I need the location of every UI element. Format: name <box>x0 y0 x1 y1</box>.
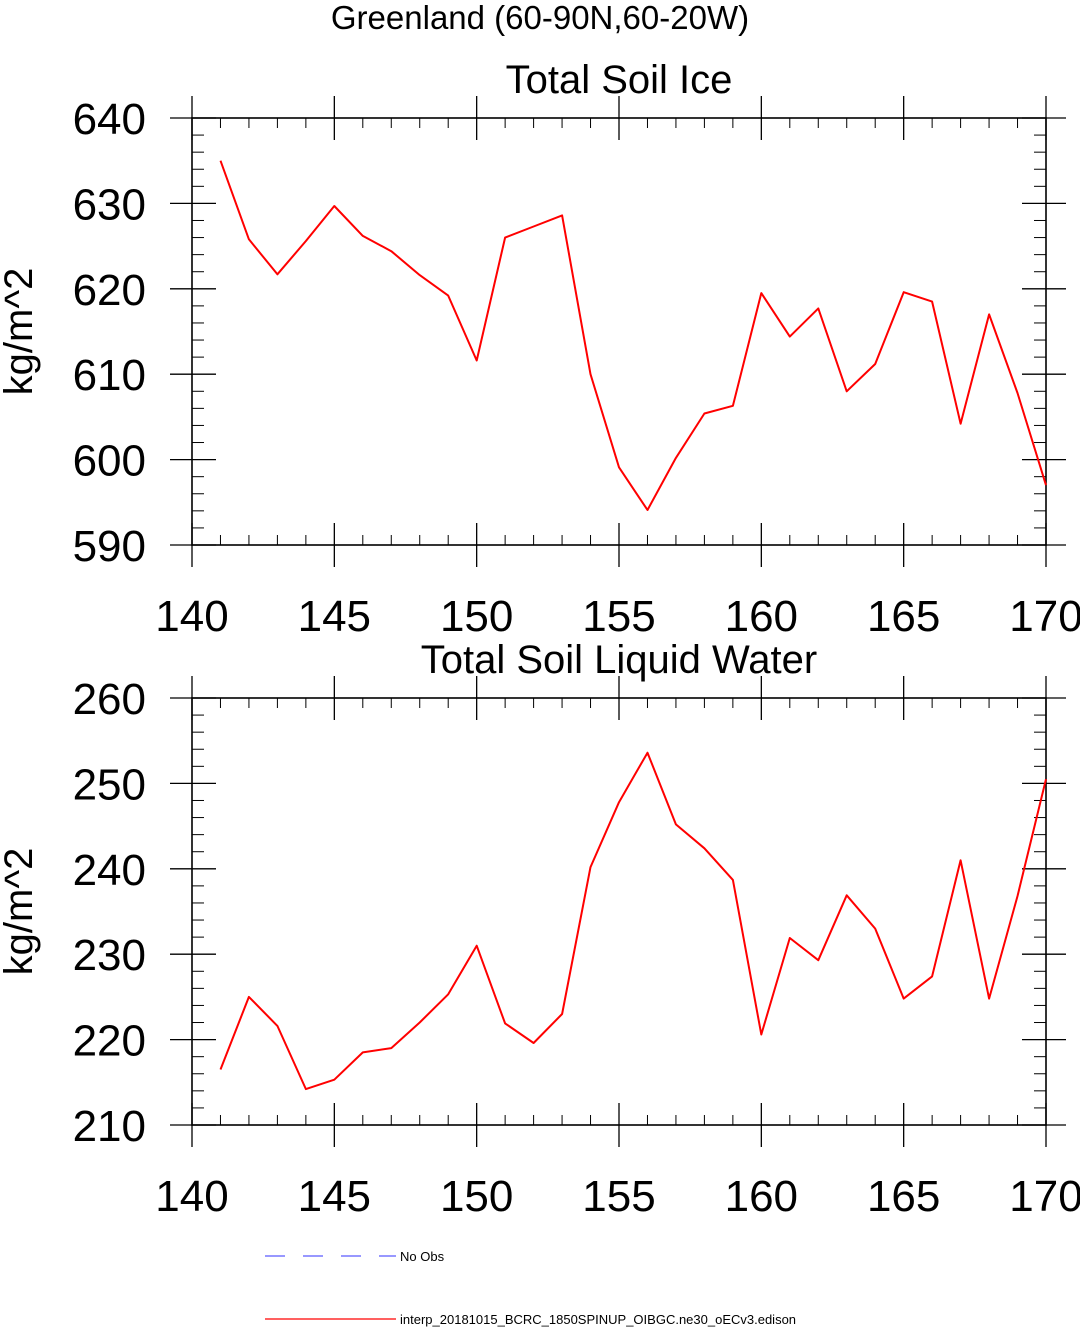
y-tick-label: 590 <box>73 522 146 571</box>
y-tick-label: 230 <box>73 931 146 980</box>
panel-total-soil-liquid-water: Total Soil Liquid Water kg/m^2 210 220 230 24… <box>0 638 1080 1221</box>
x-tick-label: 170 <box>1009 592 1080 641</box>
x-tick-label: 155 <box>582 592 655 641</box>
figure-suptitle: Greenland (60-90N,60-20W) <box>331 0 749 36</box>
series-line <box>219 160 1047 511</box>
x-tick-label: 165 <box>867 592 940 641</box>
chart-title: Total Soil Liquid Water <box>421 638 817 682</box>
chart-title: Total Soil Ice <box>506 58 733 102</box>
y-tick-label: 260 <box>73 675 146 724</box>
legend-label-model: interp_20181015_BCRC_1850SPINUP_OIBGC.ne… <box>400 1312 796 1327</box>
x-tick-label: 150 <box>440 1172 513 1221</box>
x-tick-label: 150 <box>440 592 513 641</box>
y-tick-label: 250 <box>73 760 146 809</box>
y-tick-label: 210 <box>73 1102 146 1151</box>
y-tick-label: 600 <box>73 437 146 486</box>
x-tick-label: 140 <box>155 592 228 641</box>
legend: No Obs interp_20181015_BCRC_1850SPINUP_O… <box>265 1249 796 1327</box>
x-tick-label: 160 <box>725 1172 798 1221</box>
y-tick-label: 640 <box>73 95 146 144</box>
x-tick-label: 160 <box>725 592 798 641</box>
series-line <box>219 751 1047 1091</box>
plot-frame <box>191 117 1047 546</box>
panel-total-soil-ice: Total Soil Ice kg/m^2 590 600 610 620 630 640 14… <box>0 58 1080 641</box>
x-tick-label: 140 <box>155 1172 228 1221</box>
plot-frame <box>191 697 1047 1126</box>
y-tick-label: 240 <box>73 846 146 895</box>
y-tick-label: 620 <box>73 266 146 315</box>
y-axis-label: kg/m^2 <box>0 268 41 396</box>
x-tick-label: 145 <box>298 1172 371 1221</box>
x-tick-label: 155 <box>582 1172 655 1221</box>
x-tick-label: 165 <box>867 1172 940 1221</box>
y-axis-label: kg/m^2 <box>0 848 41 976</box>
legend-label-no-obs: No Obs <box>400 1249 445 1264</box>
x-tick-label: 145 <box>298 592 371 641</box>
x-tick-label: 170 <box>1009 1172 1080 1221</box>
y-tick-label: 220 <box>73 1017 146 1066</box>
y-tick-label: 610 <box>73 351 146 400</box>
y-tick-label: 630 <box>73 180 146 229</box>
